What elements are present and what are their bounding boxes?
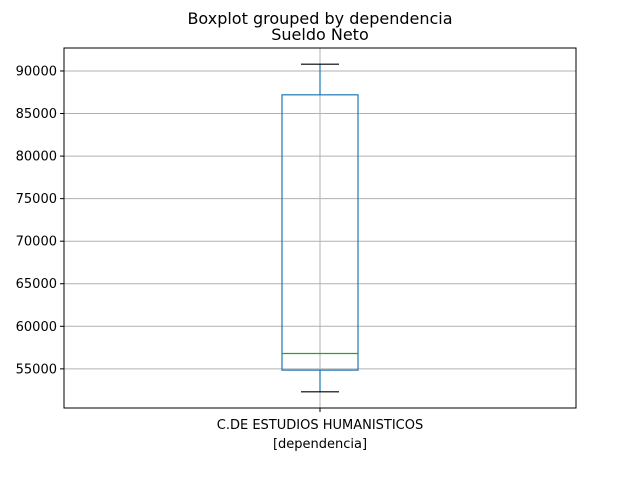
- x-axis: C.DE ESTUDIOS HUMANISTICOS: [217, 408, 424, 433]
- y-tick-label: 85000: [16, 107, 57, 122]
- y-tick-label: 75000: [16, 192, 57, 207]
- y-tick-label: 60000: [16, 320, 57, 335]
- y-axis: 55000 60000 65000 70000 75000 80000 85000 90000: [16, 64, 64, 377]
- y-tick-label: 65000: [16, 277, 57, 292]
- grid-lines: [64, 48, 576, 408]
- chart-title: Sueldo Neto: [271, 25, 369, 44]
- x-tick-label: C.DE ESTUDIOS HUMANISTICOS: [217, 418, 424, 433]
- x-axis-label: [dependencia]: [273, 437, 367, 452]
- y-tick-label: 80000: [16, 150, 57, 165]
- plot-area: [281, 63, 359, 393]
- chart-suptitle: Boxplot grouped by dependencia: [187, 9, 452, 28]
- box-iqr: [281, 94, 359, 371]
- y-tick-label: 70000: [16, 235, 57, 250]
- y-tick-label: 55000: [16, 362, 57, 377]
- y-tick-label: 90000: [16, 64, 57, 79]
